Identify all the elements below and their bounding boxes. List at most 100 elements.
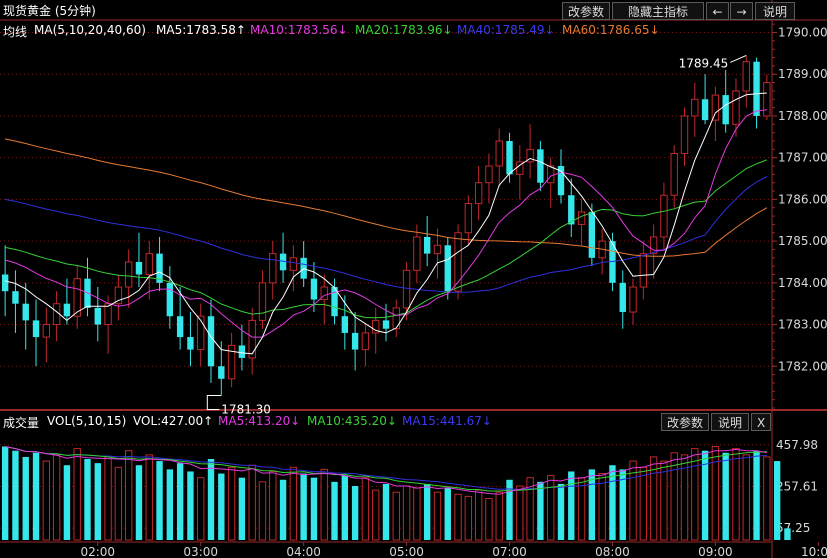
- candle-body: [619, 282, 626, 313]
- candle-body: [22, 303, 29, 321]
- candle-body: [227, 344, 236, 380]
- candle-body: [218, 366, 225, 379]
- vol-ma15-value: MA15:441.67↓: [402, 414, 492, 428]
- volume-bar: [22, 456, 29, 540]
- candle-body: [187, 337, 194, 350]
- volume-bar: [722, 452, 729, 540]
- volume-ma15-line: [5, 446, 767, 491]
- volume-bar: [629, 460, 637, 541]
- candle-body: [649, 236, 658, 255]
- candle-body: [568, 195, 575, 225]
- volume-bar: [207, 459, 215, 540]
- hide-indicators-button[interactable]: 隐藏主指标: [612, 2, 704, 20]
- candle-body: [331, 287, 338, 317]
- volume-bar: [218, 473, 225, 540]
- volume-bar: [474, 489, 483, 541]
- candle-body: [537, 149, 544, 183]
- price-tick-label: 1782.00: [778, 359, 827, 373]
- candle-body: [588, 211, 596, 258]
- close-icon[interactable]: X: [751, 413, 771, 431]
- ma60-line: [4, 138, 768, 257]
- time-tick-label: 08:00: [595, 545, 630, 558]
- candle-body: [238, 345, 246, 358]
- vol-ma10-value: MA10:435.20↓: [307, 414, 397, 428]
- candle-body: [444, 245, 451, 292]
- volume-bar: [464, 495, 473, 541]
- price-tick-label: 1790.00: [778, 26, 827, 40]
- volume-bar: [495, 491, 503, 541]
- time-tick-label: 02:00: [80, 545, 115, 558]
- ma40-line: [5, 176, 768, 293]
- candle-body: [114, 286, 123, 305]
- volume-bar: [557, 483, 565, 540]
- volume-bar: [248, 464, 256, 541]
- candle-body: [547, 165, 555, 184]
- ma5-value: MA5:1783.58↑: [156, 23, 246, 37]
- right-arrow-icon[interactable]: →: [730, 2, 753, 20]
- volume-bar: [1, 446, 9, 540]
- volume-bar: [114, 466, 123, 541]
- ma10-value: MA10:1783.56↓: [250, 23, 348, 37]
- volume-bar: [711, 446, 720, 541]
- volume-bar: [392, 491, 400, 541]
- volume-bar: [691, 448, 699, 541]
- left-arrow-icon[interactable]: ←: [706, 2, 729, 20]
- low-label: 1781.30: [221, 402, 271, 416]
- candle-body: [577, 211, 586, 225]
- volume-bar: [156, 461, 163, 540]
- time-tick-label: 09:00: [698, 545, 733, 558]
- volume-bar: [506, 479, 513, 540]
- volume-help-button[interactable]: 说明: [711, 413, 749, 431]
- volume-bar: [372, 489, 380, 541]
- candle-body: [722, 95, 729, 125]
- candle-body: [145, 253, 153, 275]
- candle-body: [413, 236, 421, 271]
- volume-bar: [341, 475, 349, 540]
- candle-body: [474, 182, 483, 205]
- time-tick-label: 07:00: [492, 545, 527, 558]
- volume-modify-params-button[interactable]: 改参数: [661, 413, 709, 431]
- candle-body: [351, 332, 359, 350]
- vol-ma5-value: MA5:413.20↓: [218, 414, 301, 428]
- candle-body: [742, 61, 750, 92]
- price-tick-label: 1789.00: [778, 67, 827, 81]
- candle-body: [423, 236, 431, 254]
- volume-ma5-line: [5, 446, 767, 495]
- candle-body: [506, 140, 513, 175]
- candle-body: [310, 278, 318, 300]
- candle-body: [495, 140, 503, 167]
- candle-body: [485, 165, 493, 184]
- candle-body: [289, 257, 298, 271]
- volume-title: 成交量: [3, 416, 40, 430]
- ma5-line: [4, 92, 767, 355]
- volume-bar: [588, 469, 596, 540]
- candle-body: [124, 261, 133, 288]
- high-label: 1789.45: [679, 56, 729, 70]
- volume-bar: [413, 487, 421, 541]
- volume-bar: [351, 486, 359, 540]
- candle-body: [156, 253, 163, 283]
- volume-tick-label: 457.98: [776, 438, 818, 452]
- volume-bar: [382, 483, 390, 540]
- candle-body: [454, 232, 462, 292]
- volume-bars-group: [1, 446, 791, 541]
- help-button[interactable]: 说明: [755, 2, 795, 20]
- candle-body: [433, 244, 442, 255]
- candle-body: [42, 324, 51, 338]
- volume-bar: [402, 485, 411, 541]
- volume-bar: [227, 466, 236, 541]
- window-title: 现货黄金 (5分钟): [3, 4, 96, 18]
- candle-body: [135, 261, 143, 275]
- candle-body: [680, 115, 689, 155]
- candle-body: [341, 316, 349, 333]
- volume-bar: [454, 493, 462, 541]
- modify-params-button[interactable]: 改参数: [562, 2, 610, 20]
- candle-body: [12, 291, 19, 304]
- volume-bar: [300, 473, 307, 540]
- candle-body: [176, 316, 184, 338]
- volume-bar: [568, 471, 575, 540]
- volume-bar: [680, 454, 689, 541]
- volume-bar: [485, 497, 493, 541]
- ma40-value: MA40:1785.49↓: [457, 23, 555, 37]
- volume-bar: [639, 466, 648, 541]
